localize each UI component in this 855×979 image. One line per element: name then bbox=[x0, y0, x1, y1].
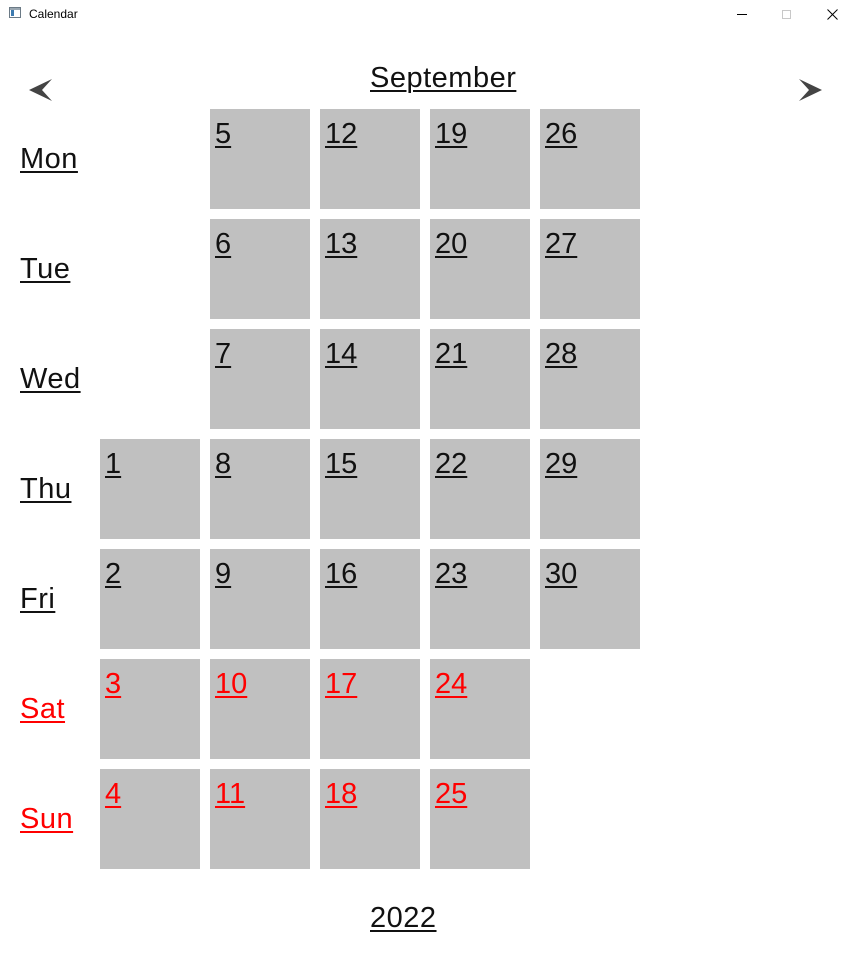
app-icon bbox=[9, 7, 21, 18]
close-button[interactable] bbox=[809, 0, 855, 28]
day-number: 17 bbox=[325, 668, 358, 700]
weekday-label-fri: Fri bbox=[20, 583, 56, 615]
weekday-label-tue: Tue bbox=[20, 253, 71, 285]
day-cell[interactable]: 28 bbox=[540, 329, 640, 429]
day-number: 27 bbox=[545, 228, 578, 260]
day-cell[interactable]: 9 bbox=[210, 549, 310, 649]
day-number: 28 bbox=[545, 338, 578, 370]
day-cell[interactable]: 26 bbox=[540, 109, 640, 209]
day-cell[interactable]: 25 bbox=[430, 769, 530, 869]
day-number: 19 bbox=[435, 118, 468, 150]
day-cell[interactable]: 14 bbox=[320, 329, 420, 429]
day-number: 13 bbox=[325, 228, 358, 260]
day-number: 8 bbox=[215, 448, 232, 480]
arrow-left-icon bbox=[29, 79, 52, 101]
minimize-button[interactable] bbox=[719, 0, 765, 28]
day-cell[interactable]: 20 bbox=[430, 219, 530, 319]
day-number: 21 bbox=[435, 338, 468, 370]
maximize-button[interactable] bbox=[763, 0, 809, 28]
next-month-button[interactable] bbox=[797, 78, 823, 102]
day-cell[interactable]: 12 bbox=[320, 109, 420, 209]
day-number: 1 bbox=[105, 448, 122, 480]
day-number: 3 bbox=[105, 668, 122, 700]
day-number: 6 bbox=[215, 228, 232, 260]
day-cell[interactable]: 3 bbox=[100, 659, 200, 759]
day-number: 16 bbox=[325, 558, 358, 590]
day-cell[interactable]: 18 bbox=[320, 769, 420, 869]
maximize-icon bbox=[781, 9, 791, 19]
year-label[interactable]: 2022 bbox=[370, 902, 437, 934]
day-number: 26 bbox=[545, 118, 578, 150]
day-cell[interactable]: 8 bbox=[210, 439, 310, 539]
day-cell[interactable]: 4 bbox=[100, 769, 200, 869]
arrow-right-icon bbox=[799, 79, 822, 101]
day-number: 11 bbox=[215, 778, 246, 810]
minimize-icon bbox=[737, 13, 747, 15]
day-number: 10 bbox=[215, 668, 248, 700]
day-cell[interactable]: 23 bbox=[430, 549, 530, 649]
previous-month-button[interactable] bbox=[28, 78, 54, 102]
day-cell[interactable]: 29 bbox=[540, 439, 640, 539]
day-number: 23 bbox=[435, 558, 468, 590]
day-cell[interactable]: 16 bbox=[320, 549, 420, 649]
day-cell[interactable]: 15 bbox=[320, 439, 420, 539]
day-number: 15 bbox=[325, 448, 358, 480]
day-number: 12 bbox=[325, 118, 358, 150]
day-number: 25 bbox=[435, 778, 468, 810]
weekday-label-sat: Sat bbox=[20, 693, 66, 725]
weekday-label-mon: Mon bbox=[20, 143, 78, 175]
day-cell[interactable]: 5 bbox=[210, 109, 310, 209]
day-number: 24 bbox=[435, 668, 468, 700]
day-cell[interactable]: 30 bbox=[540, 549, 640, 649]
day-number: 5 bbox=[215, 118, 232, 150]
day-number: 14 bbox=[325, 338, 358, 370]
weekday-label-thu: Thu bbox=[20, 473, 72, 505]
day-cell[interactable]: 27 bbox=[540, 219, 640, 319]
day-number: 4 bbox=[105, 778, 122, 810]
day-number: 18 bbox=[325, 778, 358, 810]
day-cell[interactable]: 7 bbox=[210, 329, 310, 429]
day-cell[interactable]: 11 bbox=[210, 769, 310, 869]
day-cell[interactable]: 2 bbox=[100, 549, 200, 649]
day-number: 9 bbox=[215, 558, 232, 590]
weekday-label-sun: Sun bbox=[20, 803, 74, 835]
day-number: 2 bbox=[105, 558, 122, 590]
month-title[interactable]: September bbox=[370, 62, 517, 94]
day-number: 22 bbox=[435, 448, 468, 480]
day-number: 29 bbox=[545, 448, 578, 480]
day-cell[interactable]: 21 bbox=[430, 329, 530, 429]
day-number: 30 bbox=[545, 558, 578, 590]
title-bar[interactable]: Calendar bbox=[0, 0, 855, 28]
day-cell[interactable]: 13 bbox=[320, 219, 420, 319]
day-cell[interactable]: 24 bbox=[430, 659, 530, 759]
day-cell[interactable]: 1 bbox=[100, 439, 200, 539]
day-cell[interactable]: 22 bbox=[430, 439, 530, 539]
weekday-label-wed: Wed bbox=[20, 363, 81, 395]
day-cell[interactable]: 17 bbox=[320, 659, 420, 759]
day-number: 20 bbox=[435, 228, 468, 260]
window-title: Calendar bbox=[29, 7, 78, 21]
day-cell[interactable]: 6 bbox=[210, 219, 310, 319]
day-cell[interactable]: 19 bbox=[430, 109, 530, 209]
close-icon bbox=[826, 8, 838, 20]
day-number: 7 bbox=[215, 338, 232, 370]
day-cell[interactable]: 10 bbox=[210, 659, 310, 759]
